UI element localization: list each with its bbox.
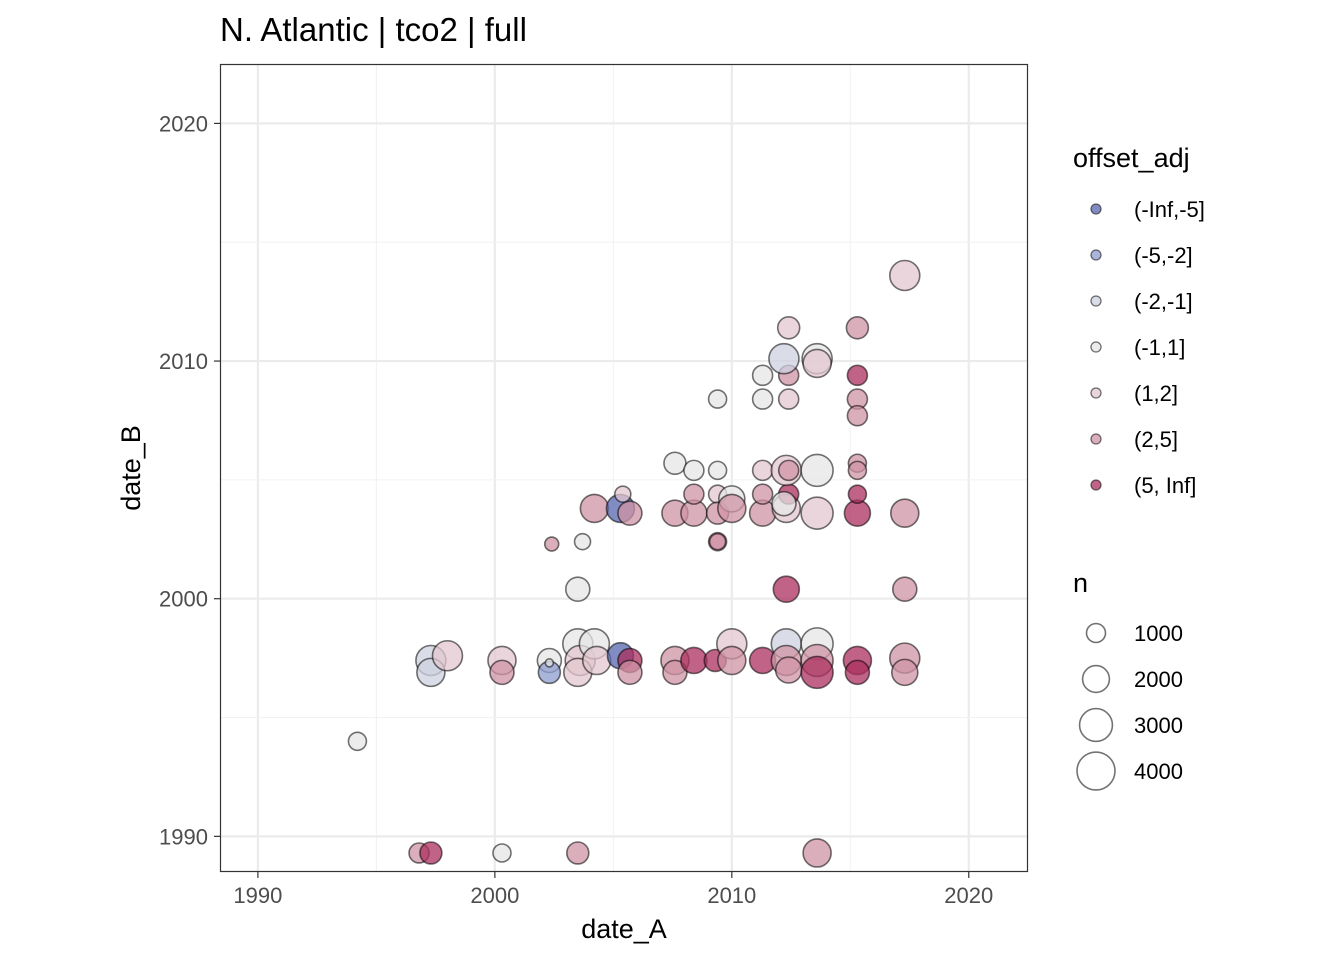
color-legend-key — [1090, 203, 1102, 215]
color-legend-key — [1090, 341, 1102, 353]
size-legend-label: 3000 — [1134, 713, 1183, 738]
x-tick-label: 1990 — [233, 883, 282, 908]
color-legend-key — [1090, 433, 1102, 445]
color-legend-label: (1,2] — [1134, 381, 1178, 406]
data-point — [888, 259, 921, 292]
size-legend-label: 4000 — [1134, 759, 1183, 784]
data-point — [802, 838, 832, 868]
data-point — [579, 493, 610, 524]
color-legend-label: (-5,-2] — [1134, 243, 1193, 268]
y-axis-label: date_B — [116, 425, 146, 511]
data-point — [581, 645, 612, 676]
data-point — [845, 316, 870, 340]
color-legend-title: offset_adj — [1073, 143, 1190, 173]
size-legend-key — [1076, 751, 1116, 791]
color-legend-label: (-Inf,-5] — [1134, 197, 1205, 222]
data-point — [777, 459, 800, 482]
data-point — [800, 655, 834, 690]
chart-title: N. Atlantic | tco2 | full — [220, 11, 527, 48]
data-point — [774, 656, 803, 684]
data-point — [431, 639, 464, 672]
y-tick-label: 2020 — [159, 111, 208, 136]
data-point — [614, 485, 632, 503]
data-point — [802, 348, 832, 379]
data-point — [680, 646, 708, 675]
size-legend-key — [1081, 664, 1111, 694]
color-legend-label: (2,5] — [1134, 427, 1178, 452]
size-legend-label: 2000 — [1134, 667, 1183, 692]
data-point — [891, 576, 918, 603]
data-point — [683, 459, 705, 482]
data-point — [847, 484, 868, 504]
color-legend-key — [1090, 249, 1102, 261]
data-point — [573, 532, 592, 551]
data-point — [347, 731, 368, 752]
points-layer — [347, 259, 921, 868]
data-point — [717, 493, 747, 524]
axes: 1990 2000 2010 2020 1990 2000 2010 2020 — [159, 111, 993, 908]
data-point — [419, 841, 443, 865]
plot-background — [220, 64, 1028, 872]
size-legend-key — [1078, 707, 1114, 743]
plot-panel-border — [219, 63, 1029, 873]
x-tick-label: 2000 — [470, 883, 519, 908]
size-legend-label: 1000 — [1134, 621, 1183, 646]
data-point — [617, 659, 643, 686]
x-tick-label: 2010 — [707, 883, 756, 908]
data-point — [751, 388, 774, 410]
color-legend-key — [1090, 295, 1102, 307]
data-point — [492, 843, 512, 863]
data-point — [544, 658, 555, 668]
data-point — [683, 483, 705, 505]
x-axis-label: date_A — [581, 914, 667, 944]
x-tick-label: 2020 — [944, 883, 993, 908]
data-point — [617, 500, 643, 526]
data-point — [751, 364, 774, 387]
color-legend-key — [1090, 387, 1102, 399]
data-point — [844, 659, 871, 686]
color-legend-key — [1090, 479, 1102, 491]
size-legend-title: n — [1073, 568, 1088, 598]
color-legend-label: (5, Inf] — [1134, 473, 1196, 498]
data-point — [566, 841, 590, 865]
size-legend-key — [1085, 622, 1107, 644]
y-tick-label: 2000 — [159, 587, 208, 612]
data-point — [889, 498, 920, 528]
data-point — [800, 453, 834, 488]
data-point — [489, 659, 515, 686]
data-point — [708, 532, 727, 551]
data-point — [843, 499, 872, 527]
data-point — [717, 645, 747, 676]
color-legend-label: (-1,1] — [1134, 335, 1185, 360]
data-point — [800, 496, 834, 530]
data-point — [771, 490, 797, 517]
data-point — [751, 459, 774, 482]
data-point — [751, 483, 774, 505]
data-point — [543, 536, 560, 552]
y-tick-label: 1990 — [159, 824, 208, 849]
data-point — [772, 575, 801, 604]
data-point — [890, 658, 919, 687]
data-point — [707, 389, 728, 409]
data-point — [776, 316, 801, 340]
data-point — [847, 460, 868, 481]
data-point — [846, 364, 869, 387]
data-point — [768, 342, 800, 375]
data-point — [707, 460, 728, 481]
grid — [220, 64, 1028, 872]
y-tick-label: 2010 — [159, 349, 208, 374]
data-point — [663, 451, 687, 476]
data-point — [777, 388, 800, 410]
legend: offset_adj (-Inf,-5] (-5,-2] (-2,-1] (-1,1]… — [1073, 143, 1205, 791]
data-point — [846, 404, 869, 427]
data-point — [564, 576, 591, 603]
color-legend-label: (-2,-1] — [1134, 289, 1193, 314]
